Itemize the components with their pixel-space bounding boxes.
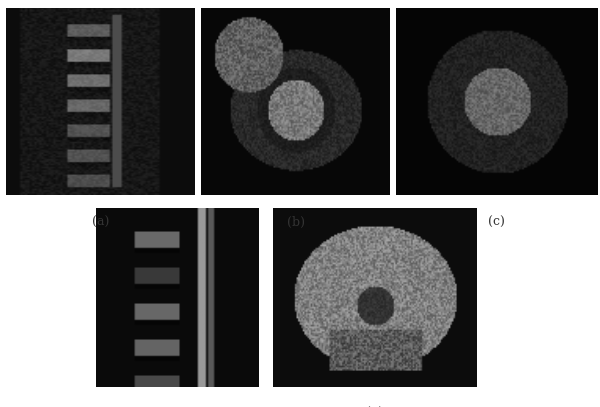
Text: (c): (c): [488, 216, 505, 229]
Text: (a): (a): [92, 216, 109, 229]
Text: (b): (b): [287, 216, 305, 229]
